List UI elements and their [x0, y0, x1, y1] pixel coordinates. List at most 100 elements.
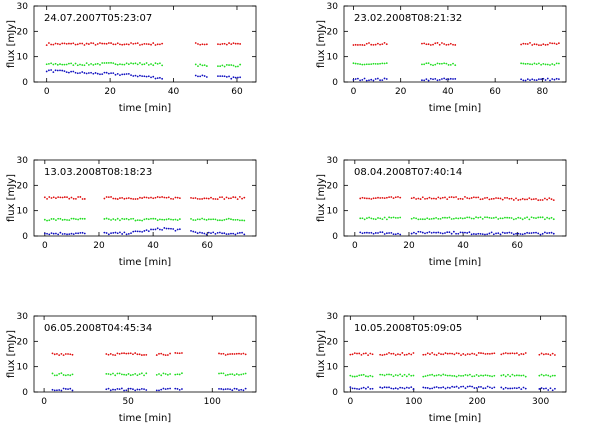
data-point [392, 216, 395, 219]
data-point [105, 217, 108, 220]
data-point [105, 232, 108, 234]
data-point [412, 388, 415, 391]
data-point [426, 387, 429, 389]
data-point [508, 197, 511, 200]
data-point [234, 218, 237, 221]
data-point [548, 197, 551, 200]
data-point [214, 198, 217, 200]
data-point [218, 196, 221, 199]
data-point [469, 385, 471, 388]
data-point [477, 216, 480, 219]
data-point [169, 352, 171, 355]
data-point [526, 216, 529, 219]
data-point [432, 231, 435, 234]
x-axis-label: time [min] [119, 103, 172, 114]
data-point [116, 72, 119, 75]
data-point [549, 42, 551, 44]
data-point [385, 43, 388, 46]
data-point [381, 354, 384, 356]
data-point [232, 232, 235, 235]
data-point [399, 196, 402, 199]
data-point [154, 217, 157, 220]
data-point [363, 77, 366, 80]
data-point [461, 231, 464, 234]
data-point [50, 62, 53, 65]
data-point [464, 387, 467, 390]
data-point [232, 76, 235, 79]
data-point [141, 219, 144, 222]
data-point [477, 196, 480, 199]
data-point [450, 196, 453, 198]
data-point [43, 218, 46, 221]
data-point [546, 63, 549, 66]
data-point [351, 387, 354, 390]
data-point [426, 197, 429, 200]
data-point [451, 374, 454, 377]
data-point [127, 43, 130, 46]
data-point [240, 373, 243, 376]
data-point [222, 388, 225, 391]
x-tick-label: 0 [347, 397, 353, 407]
x-tick-label: 40 [442, 87, 454, 97]
data-point [442, 373, 445, 376]
data-point [139, 230, 141, 233]
data-point [103, 62, 106, 64]
data-point [429, 44, 432, 46]
data-point [162, 353, 165, 356]
data-point [170, 227, 172, 230]
data-point [440, 374, 442, 377]
data-point [130, 42, 132, 44]
data-point [194, 42, 197, 44]
data-point [539, 216, 542, 219]
data-point [475, 196, 477, 199]
data-point [237, 76, 239, 79]
data-point [535, 43, 538, 46]
data-point [520, 78, 523, 81]
data-point [501, 198, 504, 201]
data-point [450, 218, 453, 220]
data-point [227, 217, 230, 220]
data-point [419, 230, 422, 233]
data-point [540, 373, 543, 376]
data-point [132, 75, 135, 77]
data-point [145, 389, 148, 391]
data-point [221, 43, 224, 45]
data-point [107, 62, 110, 64]
data-point [488, 386, 491, 389]
data-point [162, 387, 165, 390]
x-axis-label: time [min] [119, 257, 172, 268]
data-point [545, 353, 547, 355]
y-tick-label: 30 [327, 2, 339, 12]
data-point [371, 375, 374, 378]
data-point [441, 196, 444, 199]
data-point [119, 74, 121, 76]
data-point [62, 374, 65, 376]
data-point [56, 69, 59, 72]
data-point [392, 375, 395, 378]
data-point [136, 75, 139, 78]
data-point [218, 387, 220, 390]
data-point [174, 229, 177, 232]
data-point [524, 232, 526, 235]
data-point [547, 389, 550, 391]
data-point [217, 65, 219, 68]
data-point [492, 197, 495, 200]
data-point [390, 387, 393, 390]
data-point [365, 63, 368, 66]
data-point [161, 218, 164, 221]
data-point [405, 386, 408, 389]
data-point [127, 373, 130, 375]
data-point [410, 217, 413, 220]
data-point [107, 196, 110, 199]
x-axis-label: time [min] [429, 257, 482, 268]
data-point [238, 389, 240, 392]
data-point [123, 231, 126, 234]
data-point [376, 63, 379, 65]
data-point [443, 43, 446, 45]
data-point [447, 78, 450, 81]
data-point [376, 42, 379, 45]
data-point [174, 387, 177, 390]
data-point [154, 62, 157, 65]
data-point [114, 374, 117, 377]
data-point [125, 62, 128, 65]
